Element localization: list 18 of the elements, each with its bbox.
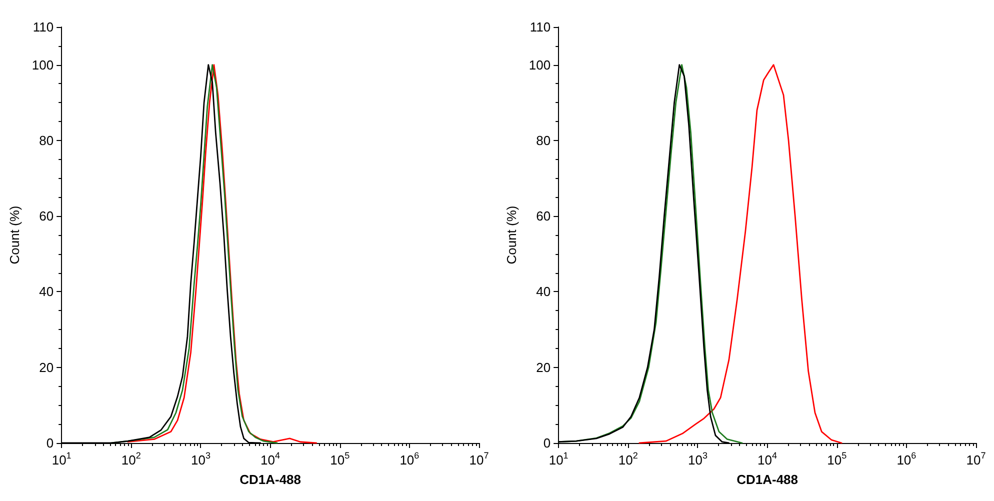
- x-axis-title: CD1A-488: [736, 472, 798, 487]
- y-tick-label: 80: [39, 132, 54, 148]
- y-tick-label: 40: [536, 284, 551, 300]
- y-tick-label: 60: [536, 208, 551, 224]
- y-tick-label: 110: [32, 20, 54, 34]
- y-tick-label: 20: [536, 360, 551, 375]
- y-axis-title: Count (%): [7, 206, 22, 264]
- x-axis-title: CD1A-488: [240, 472, 302, 487]
- y-tick-label: 20: [39, 360, 54, 375]
- y-tick-label: 100: [32, 57, 54, 72]
- y-tick-label: 0: [46, 436, 54, 450]
- y-tick-label: 60: [39, 208, 54, 224]
- y-tick-label: 110: [530, 20, 551, 34]
- y-tick-label: 100: [528, 57, 551, 72]
- y-axis-title: Count (%): [504, 206, 519, 264]
- y-tick-label: 80: [536, 132, 551, 148]
- y-tick-label: 0: [543, 436, 551, 450]
- y-tick-label: 40: [39, 284, 54, 300]
